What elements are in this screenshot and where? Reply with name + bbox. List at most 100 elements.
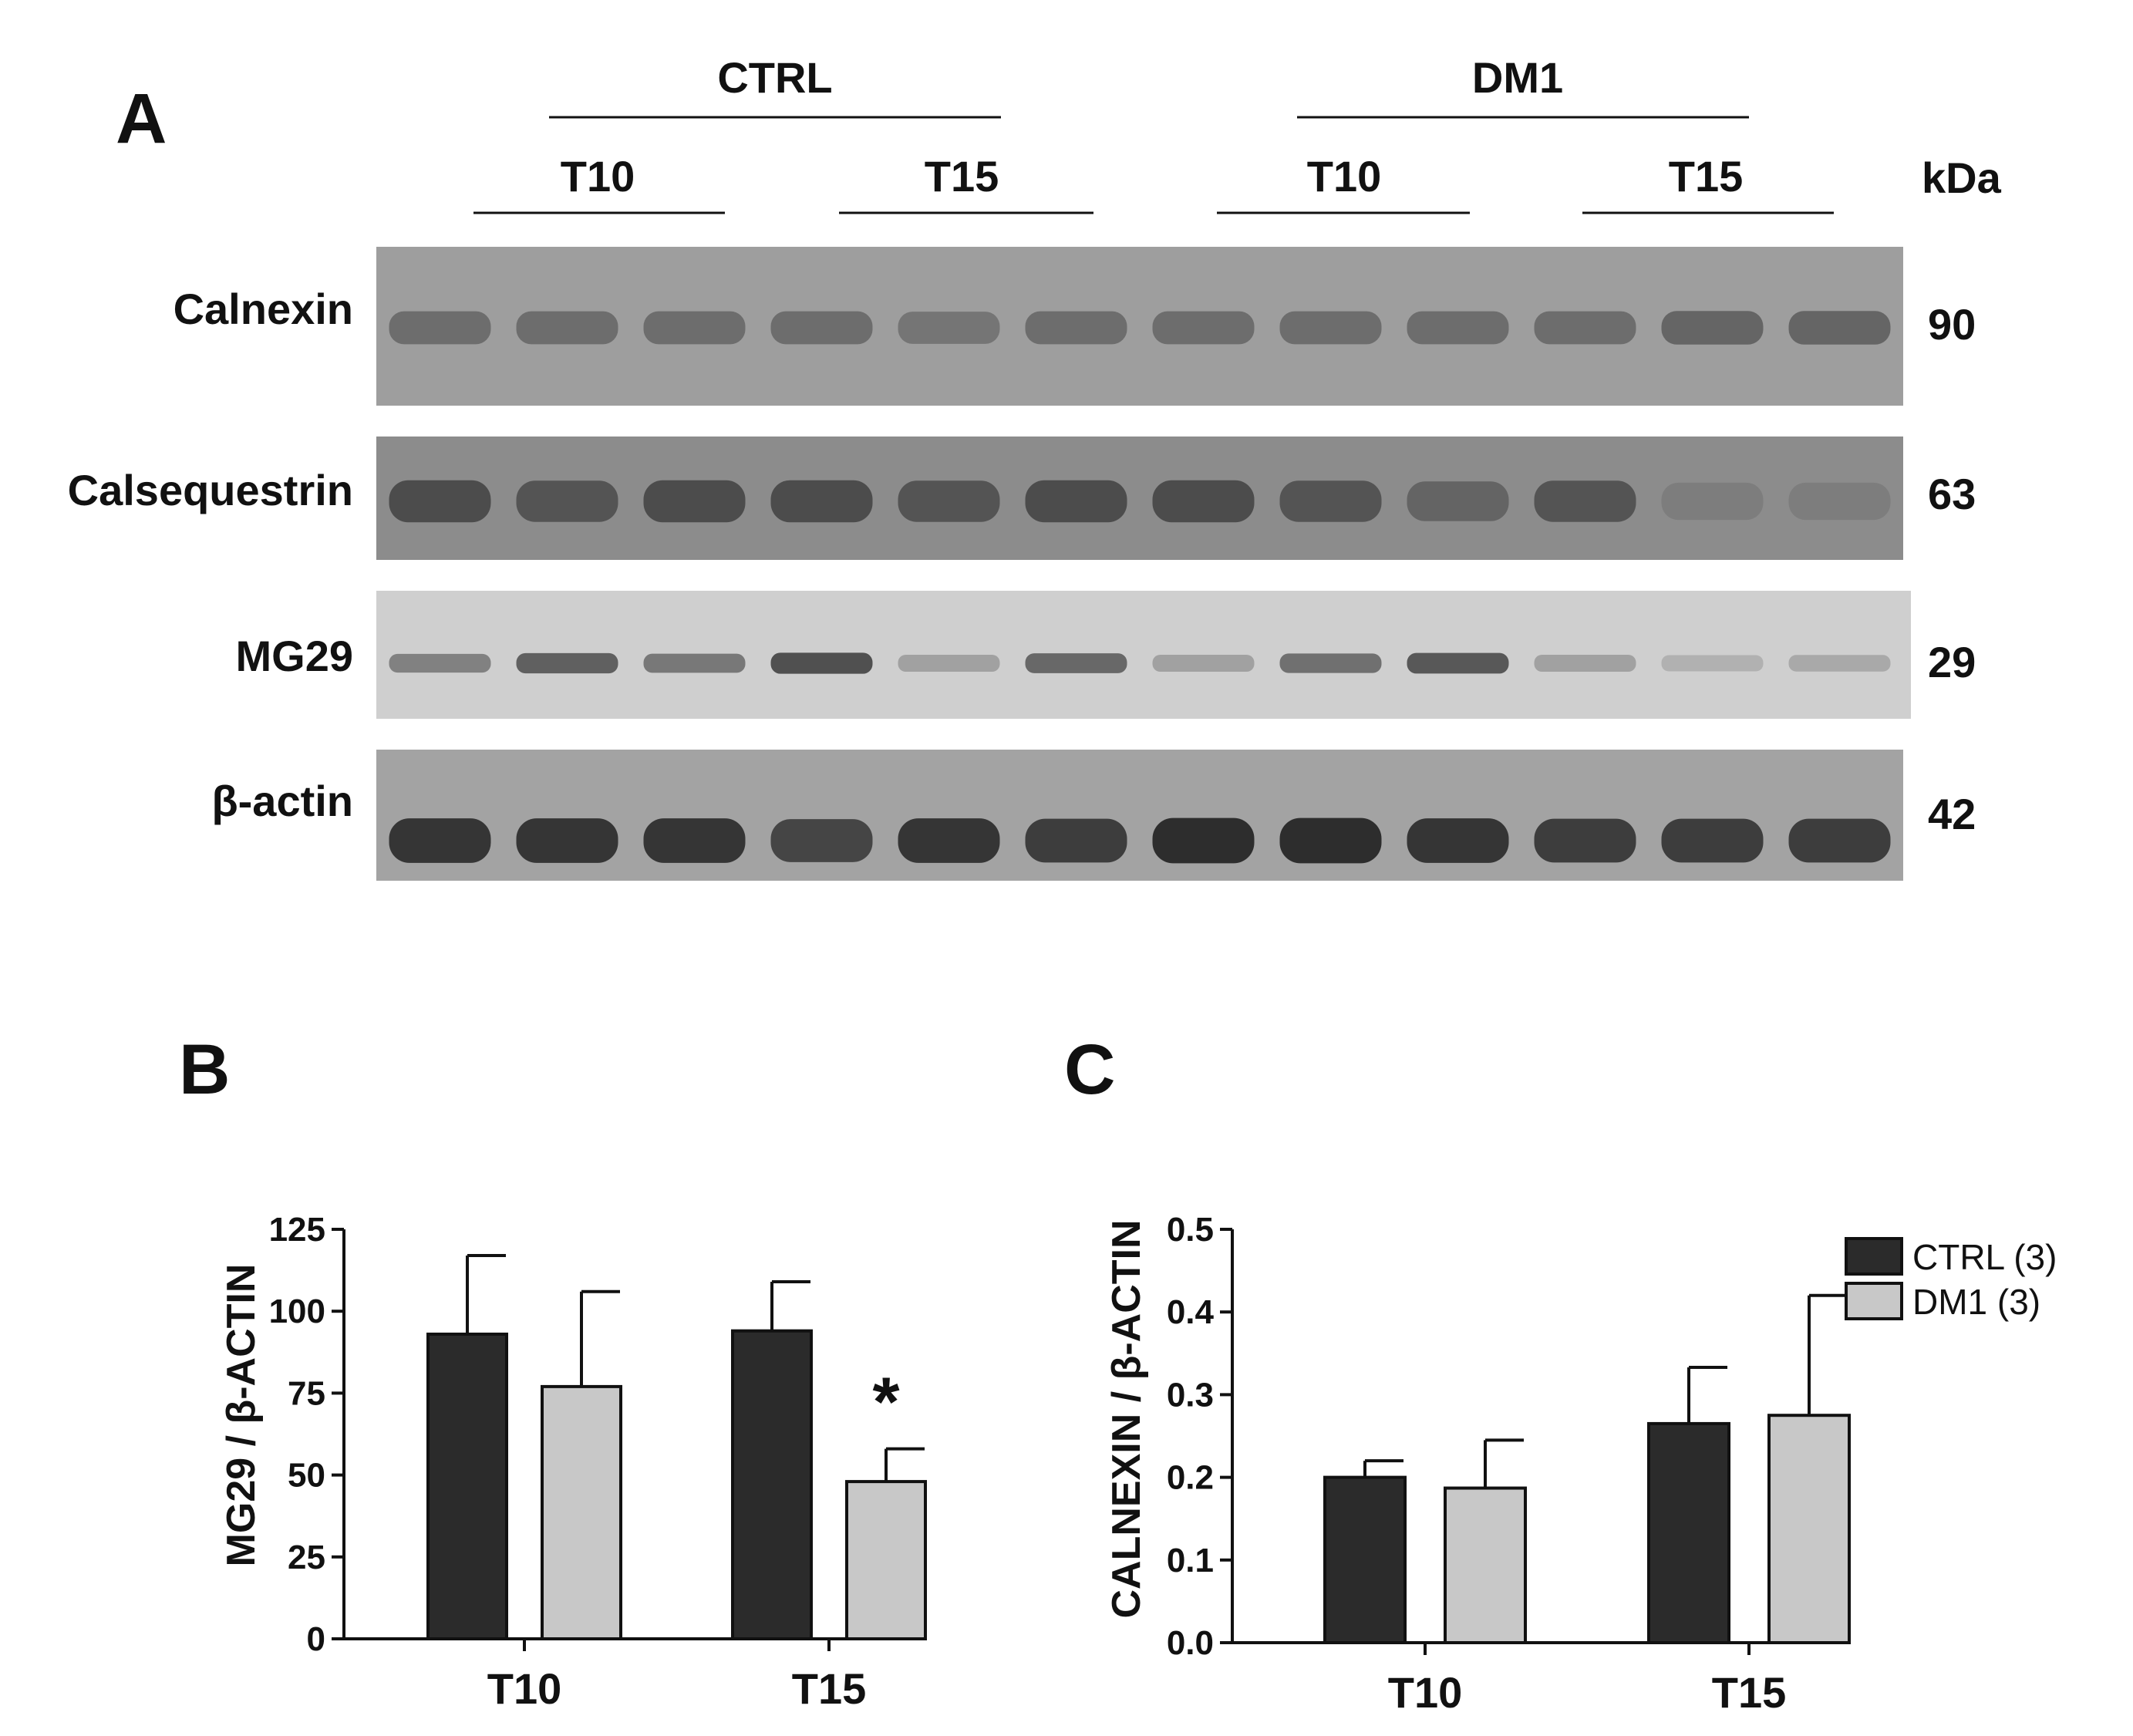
panel-b-y-axis-title: MG29 / β-ACTIN — [219, 1264, 264, 1567]
chart-b-bar-ctrl-t10 — [426, 1332, 508, 1641]
chart-c-y-tick-label: 0.3 — [1167, 1376, 1214, 1414]
band-calsequestrin-lane-4 — [770, 480, 873, 523]
band-beta-actin-lane-10 — [1534, 818, 1636, 863]
band-mg29-lane-5 — [898, 654, 1000, 672]
band-beta-actin-lane-9 — [1407, 818, 1509, 863]
band-calnexin-lane-9 — [1407, 311, 1509, 345]
chart-b-y-tick-label: 75 — [288, 1374, 325, 1412]
panel-b-chart: B MG29 / β-ACTIN 0 25 50 75 100 125 T10 T15 * — [179, 1030, 927, 1713]
band-calsequestrin-lane-12 — [1788, 482, 1891, 521]
band-mg29-lane-2 — [516, 652, 618, 674]
chart-c-x-tick-label: T15 — [1712, 1668, 1787, 1717]
timepoint-label-ctrl-t15: T15 — [925, 152, 999, 201]
chart-c-bar-ctrl-t10 — [1323, 1475, 1407, 1644]
blot-strip-beta-actin — [376, 750, 1903, 881]
timepoint-label-ctrl-t10: T10 — [561, 152, 635, 201]
legend-swatch-dm1 — [1845, 1282, 1903, 1320]
band-calsequestrin-lane-2 — [516, 480, 618, 522]
chart-b-y-tick-label: 50 — [288, 1457, 325, 1495]
chart-b-y-tick-label: 100 — [269, 1293, 325, 1330]
band-calsequestrin-lane-1 — [389, 480, 491, 523]
kda-value-calnexin: 90 — [1928, 300, 1976, 349]
band-calnexin-lane-8 — [1279, 311, 1382, 345]
blot-label-mg29: MG29 — [236, 632, 354, 680]
chart-c-y-tick-label: 0.1 — [1167, 1542, 1214, 1579]
band-calnexin-lane-7 — [1152, 311, 1255, 345]
band-beta-actin-lane-4 — [770, 819, 873, 862]
band-beta-actin-lane-8 — [1279, 817, 1382, 864]
chart-c-bar-dm1-t10 — [1444, 1486, 1527, 1645]
kda-label: kDa — [1922, 153, 2002, 202]
band-beta-actin-lane-5 — [898, 818, 1000, 863]
panel-c-letter: C — [1064, 1030, 1115, 1109]
legend: CTRL (3) DM1 (3) — [1845, 1237, 2057, 1322]
panel-c-chart: C CALNEXIN / β-ACTIN 0.0 0.1 0.2 0.3 0.4 0.5 T… — [1064, 1030, 2057, 1717]
band-beta-actin-lane-1 — [389, 818, 491, 863]
chart-b-bar-dm1-t15 — [845, 1480, 927, 1640]
band-mg29-lane-9 — [1407, 652, 1509, 674]
band-calnexin-lane-1 — [389, 311, 491, 345]
chart-c-plot: 0.0 0.1 0.2 0.3 0.4 0.5 T10 T15 — [1167, 1211, 1851, 1717]
legend-label-dm1: DM1 (3) — [1912, 1282, 2040, 1322]
panel-a-western-blot: A CTRL DM1 T10 T15 T10 T15 kDa Calnexin … — [68, 53, 2002, 881]
chart-c-y-tick-label: 0.5 — [1167, 1211, 1214, 1249]
blot-strip-calsequestrin — [376, 437, 1903, 560]
band-calsequestrin-lane-5 — [898, 480, 1000, 522]
band-calnexin-lane-2 — [516, 311, 618, 345]
blot-mg29: MG29 29 — [236, 591, 1976, 719]
chart-c-y-tick-label: 0.2 — [1167, 1459, 1214, 1497]
band-mg29-lane-7 — [1152, 654, 1255, 672]
band-mg29-lane-11 — [1661, 655, 1764, 672]
timepoint-label-dm1-t10: T10 — [1307, 152, 1382, 201]
chart-b-y-tick-label: 125 — [269, 1211, 325, 1249]
chart-c-x-tick-label: T10 — [1388, 1668, 1463, 1717]
band-calnexin-lane-11 — [1661, 311, 1764, 345]
band-calsequestrin-lane-11 — [1661, 482, 1764, 521]
chart-b-significance-marker: * — [872, 1364, 899, 1441]
group-label-ctrl: CTRL — [717, 53, 832, 102]
band-mg29-lane-3 — [643, 653, 746, 673]
band-beta-actin-lane-7 — [1152, 817, 1255, 864]
band-calnexin-lane-12 — [1788, 311, 1891, 345]
blot-strip-calnexin — [376, 247, 1903, 406]
band-mg29-lane-4 — [770, 652, 873, 674]
band-calsequestrin-lane-9 — [1407, 481, 1509, 521]
band-calnexin-lane-5 — [898, 312, 1000, 344]
band-beta-actin-lane-11 — [1661, 818, 1764, 863]
bands-beta-actin — [389, 817, 1891, 864]
band-calsequestrin-lane-7 — [1152, 480, 1255, 523]
kda-value-mg29: 29 — [1928, 638, 1976, 686]
chart-b-bar-ctrl-t15 — [731, 1329, 813, 1640]
group-label-dm1: DM1 — [1472, 53, 1563, 102]
chart-b-y-tick-label: 0 — [307, 1620, 325, 1658]
band-calnexin-lane-10 — [1534, 311, 1636, 345]
bands-calnexin — [389, 311, 1891, 345]
band-mg29-lane-6 — [1025, 653, 1127, 673]
blot-label-calnexin: Calnexin — [174, 285, 353, 333]
band-calnexin-lane-6 — [1025, 311, 1127, 345]
band-mg29-lane-1 — [389, 653, 491, 673]
legend-label-ctrl: CTRL (3) — [1912, 1237, 2057, 1277]
legend-swatch-ctrl — [1845, 1237, 1903, 1276]
panel-a-letter: A — [116, 79, 167, 158]
kda-value-beta-actin: 42 — [1928, 790, 1976, 838]
band-mg29-lane-12 — [1788, 655, 1891, 672]
band-beta-actin-lane-12 — [1788, 818, 1891, 863]
band-calsequestrin-lane-6 — [1025, 480, 1127, 523]
band-calnexin-lane-3 — [643, 311, 746, 345]
band-mg29-lane-10 — [1534, 654, 1636, 672]
bands-calsequestrin — [389, 480, 1891, 523]
blot-calnexin: Calnexin 90 — [174, 247, 1976, 406]
blot-calsequestrin: Calsequestrin 63 — [68, 437, 1976, 560]
chart-c-y-tick-label: 0.4 — [1167, 1293, 1215, 1331]
blot-label-beta-actin: β-actin — [211, 777, 353, 825]
kda-value-calsequestrin: 63 — [1928, 470, 1976, 518]
band-beta-actin-lane-6 — [1025, 818, 1127, 863]
blot-strip-mg29 — [376, 591, 1911, 719]
bands-mg29 — [389, 652, 1891, 674]
band-calsequestrin-lane-10 — [1534, 480, 1636, 522]
band-beta-actin-lane-2 — [516, 818, 618, 863]
panel-b-letter: B — [179, 1030, 230, 1109]
band-mg29-lane-8 — [1279, 653, 1382, 673]
blot-beta-actin: β-actin 42 — [211, 750, 1976, 881]
